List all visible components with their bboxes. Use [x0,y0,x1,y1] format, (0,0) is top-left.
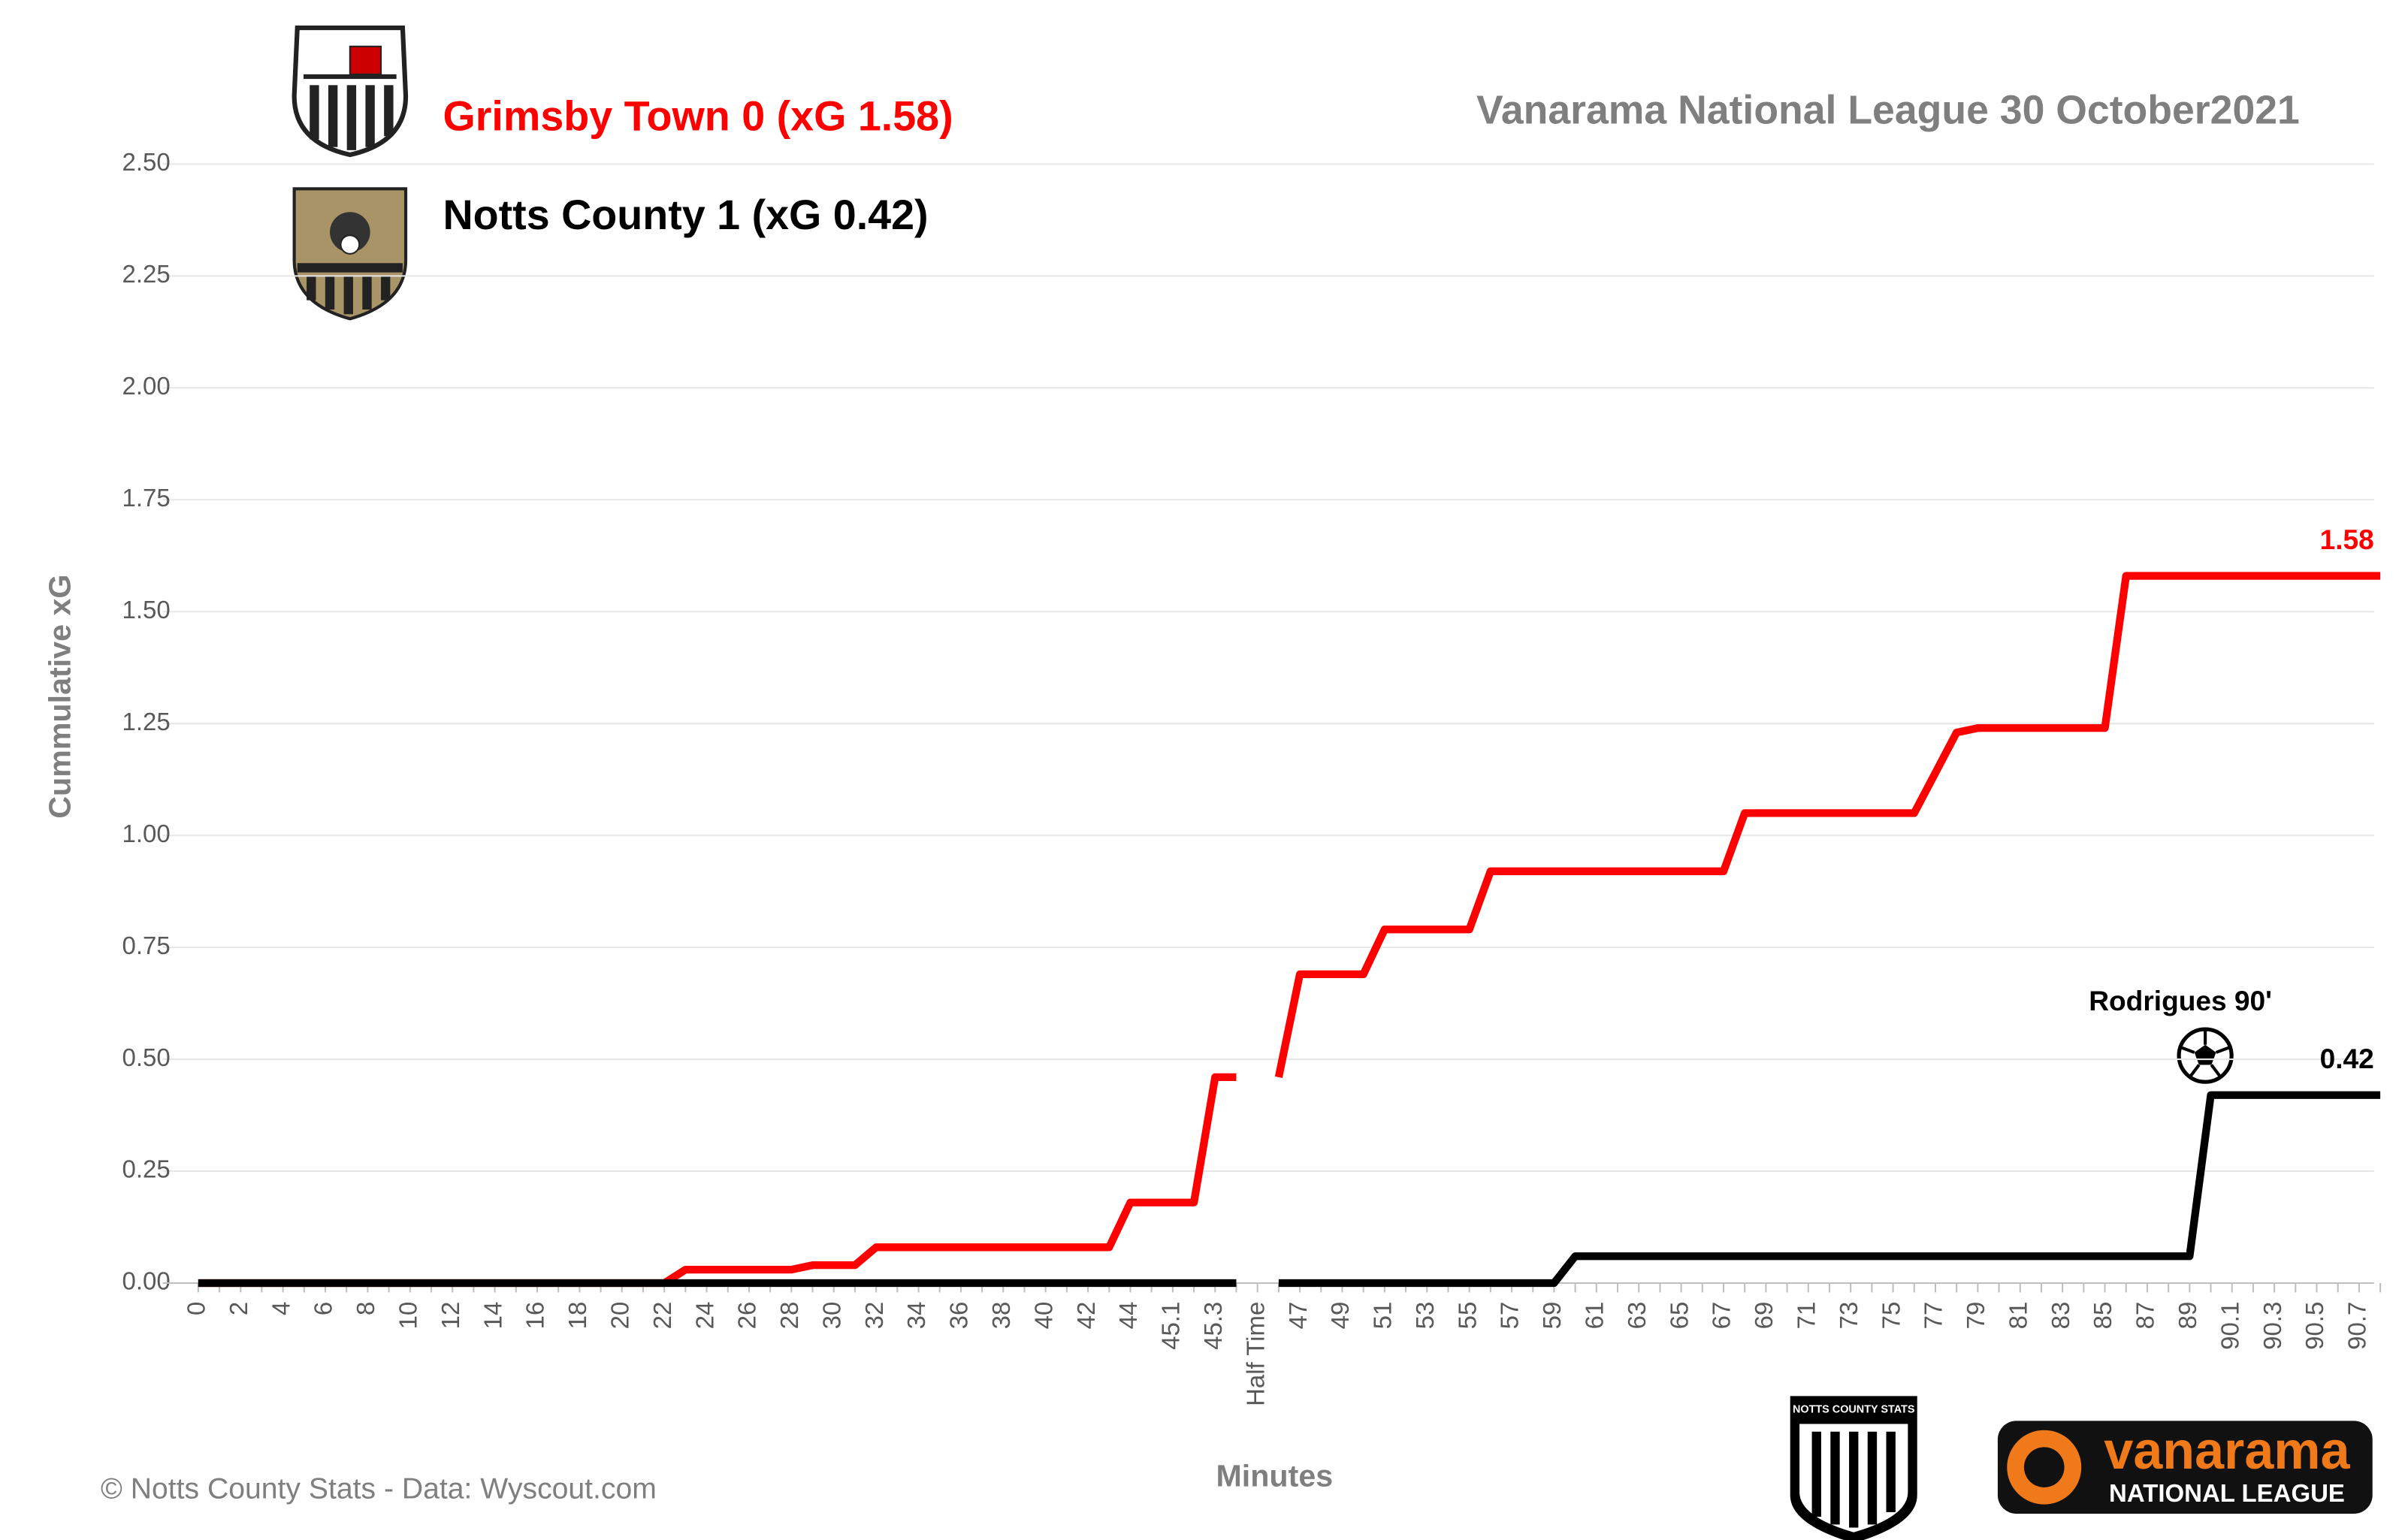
x-tick-label: 22 [648,1302,676,1330]
x-tick-label: 28 [775,1302,803,1330]
y-tick-label: 1.50 [122,596,171,624]
x-tick-label: 24 [690,1302,718,1330]
x-tick-label: 90.5 [2301,1302,2328,1350]
x-tick-label: 40 [1029,1302,1057,1330]
x-tick-label: 89 [2174,1302,2201,1330]
x-tick-label: 51 [1369,1302,1397,1330]
x-tick-label: 6 [310,1302,337,1315]
vanarama-logo: vanarama NATIONAL LEAGUE [1997,1421,2373,1514]
x-tick-label: 26 [733,1302,761,1330]
y-tick-label: 1.00 [122,820,171,847]
logo-text: NOTTS COUNTY STATS [1793,1404,1915,1416]
x-tick-label: 14 [479,1302,506,1330]
y-tick-label: 2.00 [122,372,171,400]
x-tick-label: 67 [1708,1302,1736,1330]
chart-title: Vanarama National League 30 October2021 [1476,89,2300,133]
x-tick-label: 2 [225,1302,252,1315]
x-tick-label: 44 [1114,1302,1142,1330]
y-tick-label: 0.00 [122,1267,171,1295]
x-tick-label: 45.3 [1199,1302,1227,1350]
y-tick-label: 1.25 [122,708,171,735]
y-axis-label: Cummulative xG [42,575,77,819]
y-tick-label: 0.50 [122,1043,171,1071]
x-tick-label: 16 [521,1302,549,1330]
x-tick-label: 20 [606,1302,633,1330]
x-tick-label: 57 [1496,1302,1524,1330]
footer: © Notts County Stats - Data: Wyscout.com [101,1472,657,1505]
x-axis-label: Minutes [1216,1458,1333,1493]
x-tick-label: 53 [1411,1302,1439,1330]
y-tick-label: 0.75 [122,932,171,959]
x-tick-label: 55 [1453,1302,1481,1330]
x-tick-label: 49 [1326,1302,1354,1330]
x-tick-label: 75 [1877,1302,1905,1330]
logo-text: NATIONAL LEAGUE [2109,1479,2345,1507]
x-tick-label: 83 [2047,1302,2074,1330]
x-tick-label: 61 [1581,1302,1609,1330]
x-tick-label: Half Time [1241,1302,1269,1406]
x-tick-label: 34 [902,1302,930,1330]
legend-entry: Notts County 1 (xG 0.42) [443,192,928,238]
x-tick-label: 8 [352,1302,379,1315]
x-tick-label: 18 [563,1302,591,1330]
data-label: 1.58 [2320,524,2374,555]
data-label: 0.42 [2320,1043,2374,1074]
y-tick-label: 0.25 [122,1155,171,1183]
logo-text: vanarama [2104,1421,2350,1480]
x-tick-label: 12 [437,1302,464,1330]
legend-entry: Grimsby Town 0 (xG 1.58) [443,92,953,139]
y-tick-label: 2.25 [122,260,171,288]
x-tick-label: 65 [1665,1302,1693,1330]
x-tick-label: 79 [1962,1302,1990,1330]
x-tick-label: 59 [1538,1302,1566,1330]
x-tick-label: 38 [987,1302,1015,1330]
x-tick-label: 42 [1072,1302,1100,1330]
football-icon [2177,1027,2234,1084]
x-tick-label: 30 [817,1302,845,1330]
notts-county-crest [292,187,408,321]
x-tick-label: 45.1 [1157,1302,1185,1350]
ncs-logo: NOTTS COUNTY STATS [1790,1396,1917,1540]
x-tick-label: 69 [1750,1302,1778,1330]
grimsby-crest [292,25,409,158]
x-tick-label: 63 [1623,1302,1651,1330]
x-tick-label: 32 [860,1302,888,1330]
x-tick-label: 90.1 [2216,1302,2243,1350]
x-tick-label: 36 [945,1302,973,1330]
series-line [1278,1091,2381,1288]
x-tick-label: 0 [183,1302,210,1315]
x-tick-label: 4 [267,1302,295,1315]
x-tick-label: 73 [1835,1302,1863,1330]
x-tick-label: 90.7 [2343,1302,2371,1350]
x-tick-label: 47 [1284,1302,1312,1330]
annotation: Rodrigues 90' [2089,985,2272,1016]
x-tick-label: 77 [1920,1302,1947,1330]
y-tick-label: 2.50 [122,148,171,176]
y-tick-label: 1.75 [122,484,171,512]
x-tick-label: 90.3 [2258,1302,2286,1350]
x-tick-label: 87 [2132,1302,2159,1330]
x-tick-label: 85 [2089,1302,2116,1330]
x-tick-label: 71 [1792,1302,1820,1330]
series-line [1274,572,2381,1078]
x-tick-label: 10 [394,1302,421,1330]
x-tick-label: 81 [2004,1302,2032,1330]
